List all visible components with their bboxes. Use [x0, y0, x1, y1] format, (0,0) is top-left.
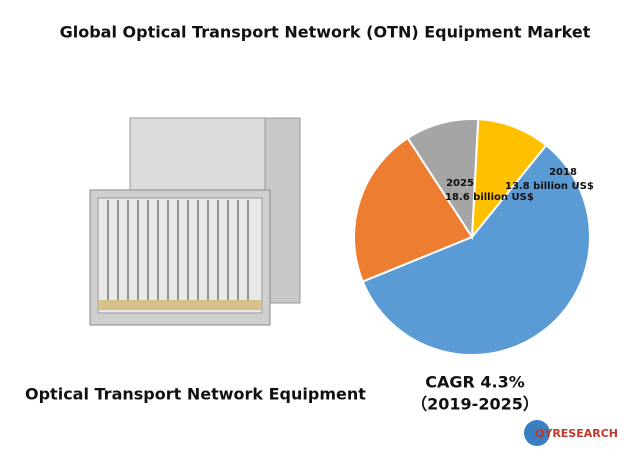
pie-slice	[406, 118, 480, 241]
annotations: 2025 18.6 billion US$ 2018 13.8 billion US$	[445, 167, 594, 203]
equipment-image	[89, 117, 301, 326]
pie	[353, 118, 591, 356]
pie-slice	[470, 118, 548, 241]
logo-text: QYRESEARCH	[535, 427, 618, 440]
logo: QYRESEARCH	[524, 420, 618, 446]
annotation-text: 18.6 billion US$	[445, 192, 534, 203]
pie-slice	[353, 136, 474, 283]
annotation-year: 2025	[446, 178, 474, 189]
chart-title: Global Optical Transport Network (OTN) E…	[60, 23, 591, 42]
annotation-year: 2018	[549, 167, 577, 178]
pie-slice	[361, 143, 591, 356]
cagr: CAGR 4.3%	[425, 373, 525, 392]
annotation-text: 13.8 billion US$	[505, 181, 594, 192]
cagr-period: （2019-2025）	[411, 395, 539, 414]
image-caption: Optical Transport Network Equipment	[25, 385, 366, 404]
